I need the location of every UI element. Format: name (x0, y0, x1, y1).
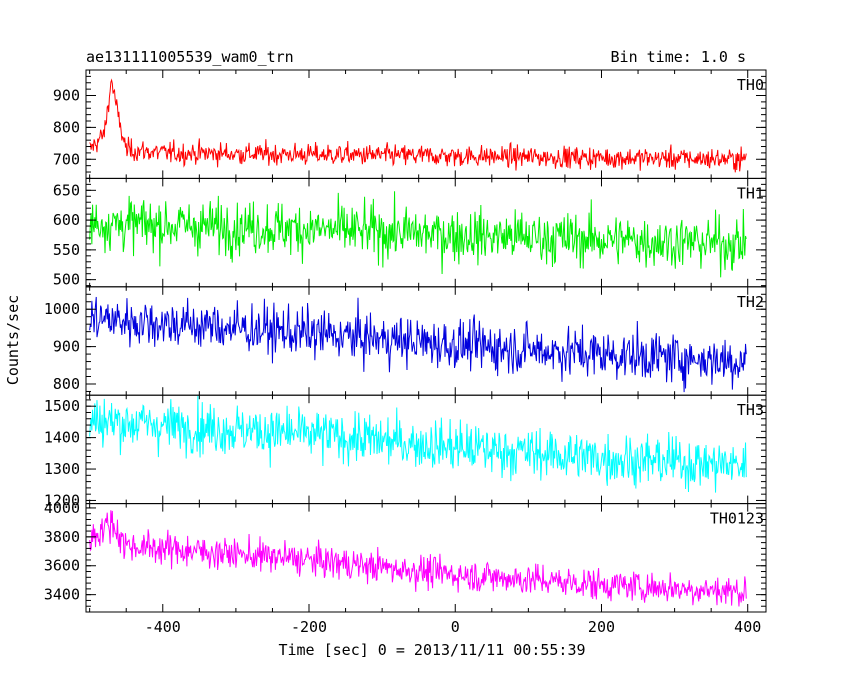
series-label-th2: TH2 (737, 293, 764, 311)
light-curve-th1 (89, 191, 747, 278)
y-tick-label: 900 (53, 338, 80, 356)
y-tick-label: 700 (53, 150, 80, 168)
y-tick-label: 650 (53, 181, 80, 199)
chart-title: ae131111005539_wam0_trn (86, 48, 294, 66)
panel-th0: 700 800 900 TH0 (53, 69, 767, 179)
panel-th0123: 3400 3600 3800 4000 TH0123 (44, 499, 767, 613)
y-tick-label: 900 (53, 87, 80, 105)
panel-frame (85, 69, 767, 179)
y-tick-label: 550 (53, 241, 80, 259)
y-tick-label: 1200 (44, 491, 80, 509)
series-label-th3: TH3 (737, 401, 764, 419)
y-tick-label: 1300 (44, 460, 80, 478)
panels-layer: 700 800 900 TH0 500 550 600 650 TH1 800 900 1000 TH2… (44, 69, 767, 636)
light-curve-th0 (89, 78, 747, 173)
bin-time-label: Bin time: 1.0 s (611, 48, 746, 66)
y-tick-label: 1000 (44, 300, 80, 318)
light-curve-th2 (89, 296, 747, 393)
y-axis-label: Counts/sec (4, 295, 22, 385)
x-axis-label: Time [sec] 0 = 2013/11/11 00:55:39 (278, 641, 585, 659)
light-curve-th3 (89, 395, 747, 493)
x-tick-label: 200 (588, 618, 615, 636)
panel-frame (85, 503, 767, 613)
y-tick-label: 500 (53, 271, 80, 289)
y-tick-label: 4000 (44, 499, 80, 517)
y-tick-label: 3400 (44, 586, 80, 604)
x-tick-label: 400 (734, 618, 761, 636)
light-curve-th0123 (89, 510, 747, 607)
series-label-th0123: TH0123 (710, 510, 764, 528)
y-tick-label: 600 (53, 211, 80, 229)
y-tick-label: 1500 (44, 397, 80, 415)
series-label-th1: TH1 (737, 184, 764, 202)
x-tick-label: -200 (291, 618, 327, 636)
y-tick-label: 3800 (44, 528, 80, 546)
panel-th3: 1200 1300 1400 1500 TH3 (44, 394, 767, 509)
y-tick-label: 3600 (44, 557, 80, 575)
y-tick-label: 800 (53, 375, 80, 393)
panel-th1: 500 550 600 650 TH1 (53, 177, 767, 289)
y-tick-label: 800 (53, 118, 80, 136)
panel-th2: 800 900 1000 TH2 (44, 286, 767, 396)
x-tick-label: 0 (451, 618, 460, 636)
x-tick-label: -400 (145, 618, 181, 636)
y-tick-label: 1400 (44, 429, 80, 447)
series-label-th0: TH0 (737, 76, 764, 94)
